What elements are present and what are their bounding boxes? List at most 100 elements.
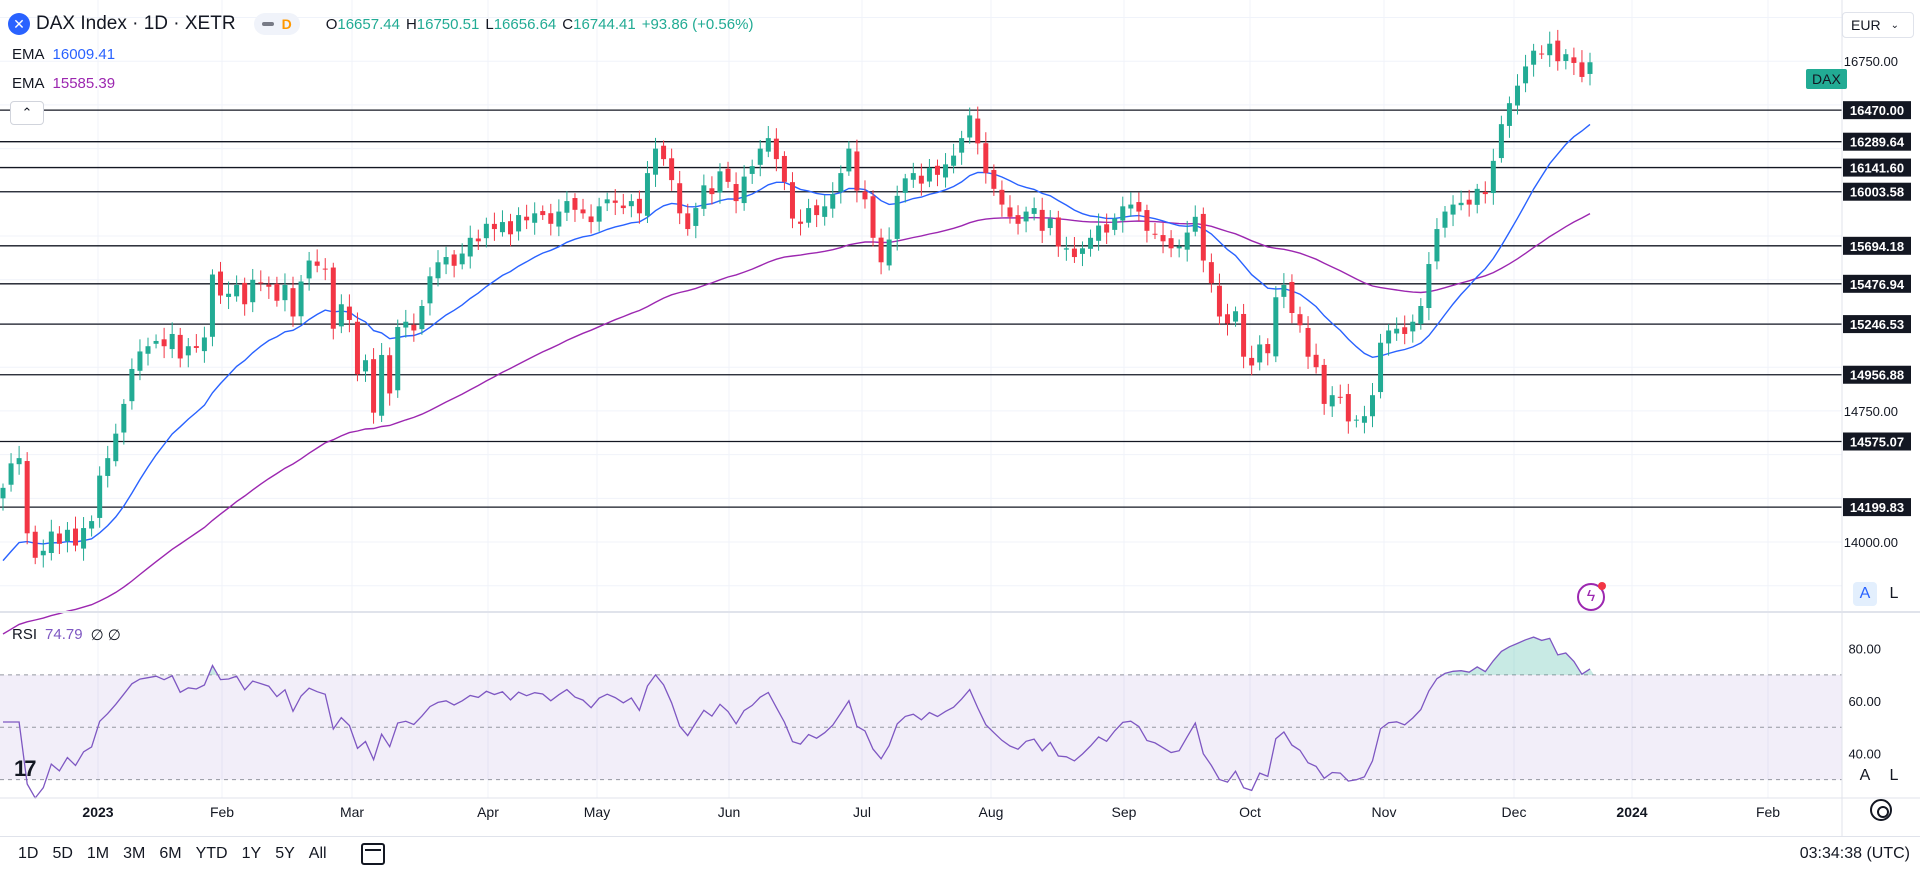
candle-body <box>717 171 723 193</box>
candle-body <box>1450 204 1456 215</box>
candle-body <box>902 178 908 193</box>
candle-body <box>943 164 949 178</box>
tradingview-logo-icon[interactable]: 17 <box>14 756 37 781</box>
symbol-title[interactable]: DAX Index · 1D · XETR <box>36 13 236 34</box>
chevron-up-icon: ⌃ <box>21 105 33 120</box>
level-tag-bg <box>1843 498 1911 517</box>
rsi-band <box>0 674 1842 781</box>
candle-body <box>387 355 393 394</box>
timeframe-button[interactable]: All <box>308 844 327 862</box>
utc-clock[interactable]: 03:34:38 (UTC) <box>1799 845 1910 862</box>
level-tag-bg <box>1843 365 1911 384</box>
candle-body <box>258 282 264 284</box>
level-tag-label: 15246.53 <box>1850 317 1904 332</box>
candle-body <box>1458 202 1464 206</box>
level-tag-bg <box>1843 236 1911 255</box>
settings-gear-icon[interactable] <box>1870 799 1892 821</box>
candle-body <box>1047 218 1053 229</box>
candle-body <box>781 155 787 182</box>
ohlc-value: +93.86 (+0.56%) <box>641 15 754 33</box>
ohlc-item: O16657.44 <box>326 16 400 33</box>
candle-body <box>806 208 812 223</box>
candle-body <box>1249 357 1255 366</box>
ema-fast-legend[interactable]: EMA 16009.41 <box>12 46 115 63</box>
collapse-legend-button[interactable]: ⌃ <box>10 101 44 125</box>
candle-body <box>354 321 360 375</box>
candle-body <box>1088 237 1094 249</box>
candle-body <box>435 262 441 279</box>
candle-body <box>1152 233 1158 235</box>
candle-body <box>242 282 248 305</box>
candle-body <box>596 206 602 222</box>
candle-body <box>789 182 795 219</box>
candle-body <box>749 166 755 174</box>
timeframe-button[interactable]: 5D <box>52 844 73 862</box>
level-tag-bg <box>1843 274 1911 293</box>
candle-body <box>1297 314 1303 326</box>
candle-body <box>322 268 328 270</box>
candle-body <box>822 206 828 217</box>
candle-body <box>1136 202 1142 212</box>
candle-body <box>1369 395 1375 417</box>
candle-body <box>1515 85 1520 106</box>
timeframe-button[interactable]: 1D <box>18 844 39 862</box>
candle-body <box>105 458 111 476</box>
candle-body <box>1498 124 1504 159</box>
candle-body <box>1224 314 1230 324</box>
ema-slow-label: EMA <box>12 75 45 92</box>
price-tick-label: 14750.00 <box>1844 404 1898 419</box>
level-tag-bg <box>1843 101 1911 120</box>
timeframe-button[interactable]: 5Y <box>275 844 295 862</box>
ohlc-value: 16656.64 <box>493 15 557 33</box>
timeframe-button[interactable]: 6M <box>159 844 182 862</box>
currency-select[interactable]: EUR ⌄ <box>1842 12 1914 38</box>
ema-fast-value: 16009.41 <box>52 46 116 63</box>
candle-body <box>1265 344 1271 354</box>
chevron-down-icon: ⌄ <box>1890 19 1899 31</box>
candle-body <box>1184 232 1190 250</box>
calendar-icon[interactable] <box>360 842 385 865</box>
timeframe-button[interactable]: YTD <box>195 844 228 862</box>
candle-body <box>1539 53 1545 55</box>
candle-body <box>153 340 159 344</box>
candle-body <box>508 221 514 235</box>
timeframe-button[interactable]: 3M <box>123 844 146 862</box>
time-tick-label: Feb <box>210 804 234 820</box>
price-chart[interactable]: 16750.00 14750.00 14000.00 80.00 60.00 40.00 2… <box>0 0 1920 836</box>
candle-body <box>226 293 232 297</box>
candle-body <box>934 165 940 175</box>
candle-body <box>1071 248 1077 258</box>
candle-body <box>81 528 87 549</box>
ema-slow-legend[interactable]: EMA 15585.39 <box>12 75 115 92</box>
ema-fast-path <box>2 123 1591 562</box>
candle-body <box>862 191 868 200</box>
rsi-auto-scale-button[interactable]: A <box>1859 767 1871 784</box>
candle-body <box>1547 43 1553 56</box>
rsi-legend[interactable]: RSI 74.79 ∅ ∅ <box>12 626 121 644</box>
auto-scale-button[interactable]: A <box>1853 582 1877 606</box>
rsi-tick-label: 80.00 <box>1848 642 1881 657</box>
timeframe-button[interactable]: 1Y <box>241 844 262 862</box>
candle-body <box>588 216 594 223</box>
candle-body <box>56 533 62 544</box>
log-scale-button[interactable]: L <box>1889 585 1899 602</box>
status-pill[interactable]: D <box>253 13 300 35</box>
candle-body <box>451 254 457 266</box>
ohlc-values: O16657.44 H16750.51 L16656.64 C16744.41 +93.… <box>326 16 754 33</box>
time-tick-label: 2024 <box>1616 804 1647 820</box>
timeframe-button[interactable]: 1M <box>86 844 110 862</box>
candle-body <box>0 487 6 499</box>
candle-body <box>1345 394 1351 422</box>
candle-body <box>701 185 707 209</box>
candle-body <box>1241 313 1247 357</box>
minus-icon <box>261 22 274 26</box>
candle-body <box>661 145 667 160</box>
candle-body <box>1313 354 1319 368</box>
ema-slow-path <box>2 212 1591 635</box>
lightning-icon[interactable]: ϟ <box>1577 582 1606 611</box>
candles <box>0 29 1593 568</box>
dax-symbol-icon[interactable]: ✕ <box>8 13 30 35</box>
candle-body <box>282 285 288 301</box>
rsi-log-scale-button[interactable]: L <box>1889 767 1899 784</box>
candle-body <box>580 209 586 214</box>
